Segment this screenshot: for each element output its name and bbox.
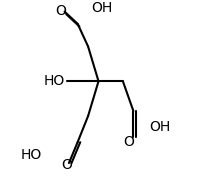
Text: O: O bbox=[56, 4, 67, 18]
Text: OH: OH bbox=[92, 1, 113, 15]
Text: O: O bbox=[124, 135, 134, 149]
Text: HO: HO bbox=[21, 148, 42, 162]
Text: HO: HO bbox=[43, 74, 65, 88]
Text: O: O bbox=[61, 158, 72, 172]
Text: OH: OH bbox=[149, 119, 170, 133]
